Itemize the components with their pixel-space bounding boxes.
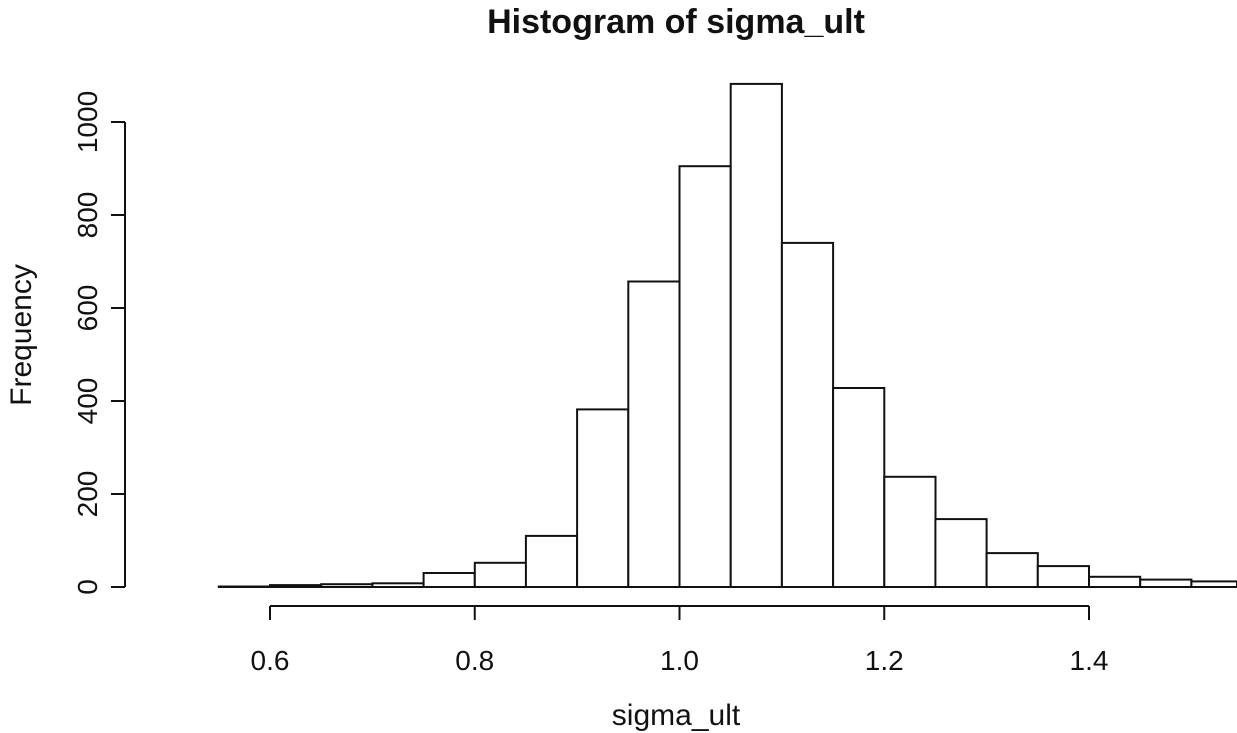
x-tick-label: 0.6 — [251, 645, 290, 676]
histogram-bar — [678, 165, 732, 588]
histogram-bar — [832, 387, 886, 588]
y-axis-label: Frequency — [5, 264, 38, 406]
chart-title: Histogram of sigma_ult — [487, 3, 865, 41]
y-tick-label: 0 — [72, 579, 103, 595]
x-axis: 0.6 0.8 1.0 1.2 1.4 — [251, 605, 1109, 676]
histogram-bar — [1190, 580, 1237, 589]
x-tick-label: 1.0 — [660, 645, 699, 676]
y-tick-label: 600 — [72, 285, 103, 332]
x-axis-label: sigma_ult — [612, 699, 741, 732]
y-tick-label: 200 — [72, 471, 103, 518]
y-tick-label: 800 — [72, 192, 103, 239]
histogram-bar — [269, 584, 323, 588]
histogram-bar — [729, 82, 783, 589]
histogram-bar — [985, 552, 1039, 588]
histogram-bar — [217, 585, 272, 588]
histogram-bar — [627, 280, 681, 588]
histogram-bar — [1088, 575, 1142, 588]
histogram-bar — [320, 583, 374, 589]
histogram-bar — [934, 518, 988, 588]
histogram-bar — [780, 241, 835, 588]
x-tick-label: 0.8 — [455, 645, 494, 676]
histogram-bar — [1036, 565, 1091, 588]
x-tick-label: 1.4 — [1070, 645, 1109, 676]
histogram-bar — [1139, 578, 1193, 588]
histogram-bar — [576, 408, 630, 588]
y-tick-label: 1000 — [72, 91, 103, 153]
x-tick-label: 1.2 — [865, 645, 904, 676]
histogram-bar — [883, 475, 937, 588]
y-tick-label: 400 — [72, 378, 103, 425]
histogram-bar — [422, 572, 476, 588]
histogram-bar — [473, 561, 527, 588]
y-axis: 0 200 400 600 800 1000 — [72, 91, 126, 595]
bars-group — [217, 82, 1237, 589]
histogram-bar — [371, 582, 425, 588]
histogram-bar — [524, 534, 579, 589]
